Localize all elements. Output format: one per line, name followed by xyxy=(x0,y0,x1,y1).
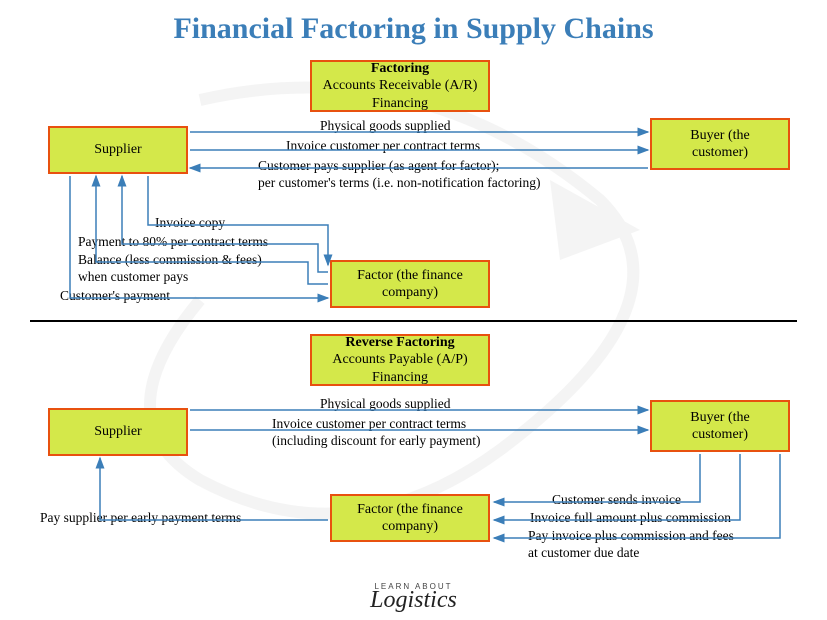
f-flow-1: Physical goods supplied xyxy=(320,118,451,135)
reverse-factor-l1: Factor (the finance xyxy=(357,501,463,519)
factoring-buyer-node: Buyer (the customer) xyxy=(650,118,790,170)
reverse-factor-l2: company) xyxy=(382,518,438,536)
factoring-factor-node: Factor (the finance company) xyxy=(330,260,490,308)
r-flow-1: Physical goods supplied xyxy=(320,396,451,413)
reverse-supplier-node: Supplier xyxy=(48,408,188,456)
r-flow-2: Invoice customer per contract terms (inc… xyxy=(272,416,572,450)
r-rflow-2: Invoice full amount plus commission xyxy=(530,510,731,527)
r-flow-2-l2: (including discount for early payment) xyxy=(272,433,480,448)
factoring-header-sub: Accounts Receivable (A/R) Financing xyxy=(318,77,482,112)
factoring-supplier-node: Supplier xyxy=(48,126,188,174)
f-bflow-1: Invoice copy xyxy=(155,215,225,232)
f-bflow-3: Balance (less commission & fees) when cu… xyxy=(78,252,328,286)
page-title: Financial Factoring in Supply Chains xyxy=(0,0,827,46)
factoring-header-node: Factoring Accounts Receivable (A/R) Fina… xyxy=(310,60,490,112)
f-flow-3-l1: Customer pays supplier (as agent for fac… xyxy=(258,158,499,173)
section-divider xyxy=(30,320,797,322)
reverse-buyer-l2: customer) xyxy=(692,426,748,444)
reverse-buyer-l1: Buyer (the xyxy=(690,409,749,427)
f-bflow-4: Customer's payment xyxy=(60,288,170,305)
f-flow-3-l2: per customer's terms (i.e. non-notificat… xyxy=(258,175,540,190)
r-rflow-3-l1: Pay invoice plus commission and fees xyxy=(528,528,734,543)
r-rflow-3: Pay invoice plus commission and fees at … xyxy=(528,528,808,562)
reverse-header-node: Reverse Factoring Accounts Payable (A/P)… xyxy=(310,334,490,386)
reverse-factor-node: Factor (the finance company) xyxy=(330,494,490,542)
reverse-supplier-label: Supplier xyxy=(94,423,141,441)
reverse-header-bold: Reverse Factoring xyxy=(345,334,454,352)
f-bflow-3-l2: when customer pays xyxy=(78,269,188,284)
f-bflow-3-l1: Balance (less commission & fees) xyxy=(78,252,262,267)
logo-main: Logistics xyxy=(370,587,457,613)
factoring-header-bold: Factoring xyxy=(371,60,429,78)
factoring-supplier-label: Supplier xyxy=(94,141,141,159)
f-bflow-2: Payment to 80% per contract terms xyxy=(78,234,268,251)
factoring-factor-l2: company) xyxy=(382,284,438,302)
r-rflow-3-l2: at customer due date xyxy=(528,545,639,560)
f-flow-3: Customer pays supplier (as agent for fac… xyxy=(258,158,638,192)
logo: LEARN ABOUT Logistics xyxy=(370,582,457,614)
factoring-buyer-l2: customer) xyxy=(692,144,748,162)
reverse-header-sub: Accounts Payable (A/P) Financing xyxy=(318,351,482,386)
r-flow-2-l1: Invoice customer per contract terms xyxy=(272,416,466,431)
f-flow-2: Invoice customer per contract terms xyxy=(286,138,480,155)
reverse-buyer-node: Buyer (the customer) xyxy=(650,400,790,452)
factoring-factor-l1: Factor (the finance xyxy=(357,267,463,285)
factoring-buyer-l1: Buyer (the xyxy=(690,127,749,145)
r-rflow-1: Customer sends invoice xyxy=(552,492,681,509)
r-flow-left: Pay supplier per early payment terms xyxy=(40,510,241,527)
